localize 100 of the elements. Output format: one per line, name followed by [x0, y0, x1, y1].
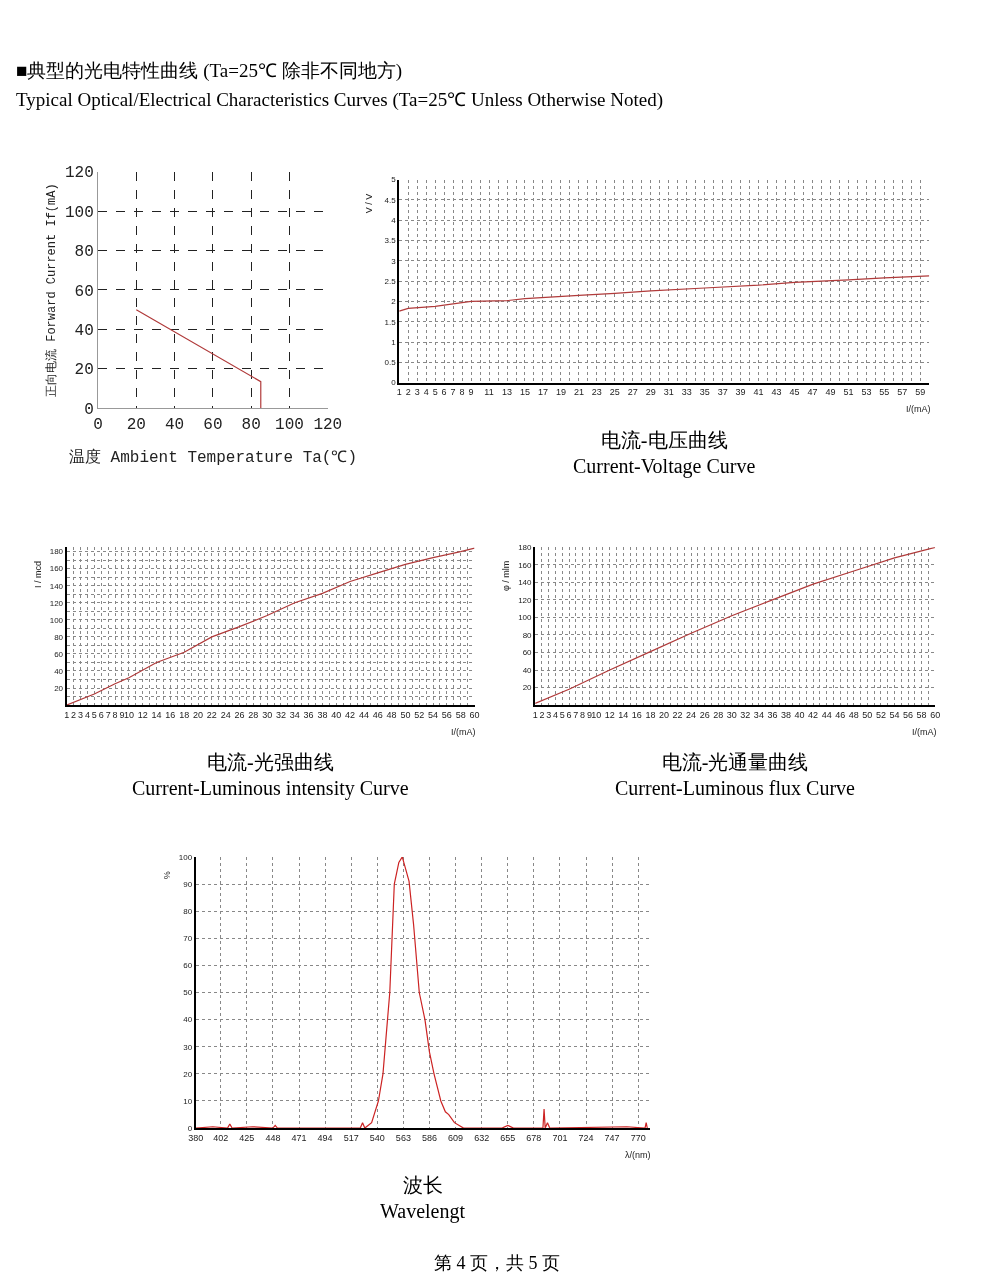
- x-tick-label: 14: [618, 709, 629, 720]
- line-series: [399, 275, 930, 312]
- x-tick-label: 7: [573, 709, 579, 720]
- x-tick-label: 52: [414, 709, 425, 720]
- x-tick-label: 655: [500, 1132, 516, 1143]
- y-tick-label: 3: [391, 256, 397, 266]
- x-tick-label: 28: [713, 709, 724, 720]
- x-tick-label: 60: [469, 709, 480, 720]
- y-tick-label: 160: [49, 564, 64, 574]
- x-tick-label: 12: [604, 709, 615, 720]
- x-tick-label: 46: [372, 709, 383, 720]
- x-tick-label: 4: [552, 709, 558, 720]
- x-tick-label: 42: [808, 709, 819, 720]
- x-tick-label: 4: [423, 387, 429, 398]
- y-tick-label: 60: [183, 961, 193, 971]
- x-tick-label: 17: [537, 387, 548, 398]
- y-tick-label: 20: [183, 1069, 193, 1079]
- x-tick-label: 747: [604, 1132, 620, 1143]
- x-tick-label: 32: [740, 709, 751, 720]
- x-tick-label: 5: [432, 387, 438, 398]
- line-series: [535, 547, 936, 704]
- x-tick-label: 32: [275, 709, 286, 720]
- x-tick-label: 40: [794, 709, 805, 720]
- x-tick-label: 380: [188, 1132, 204, 1143]
- x-tick-label: 27: [627, 387, 638, 398]
- y-tick-label: 30: [183, 1042, 193, 1052]
- x-tick-label: 50: [400, 709, 411, 720]
- x-tick-label: 42: [345, 709, 356, 720]
- x-tick-label: 770: [630, 1132, 646, 1143]
- y-tick-label: 2: [391, 297, 397, 307]
- y-tick-label: 40: [54, 666, 64, 676]
- x-tick-label: 5: [559, 709, 565, 720]
- x-tick-label: 53: [861, 387, 872, 398]
- y-tick-label: 180: [49, 547, 64, 557]
- x-tick-label: 36: [303, 709, 314, 720]
- x-tick-label: 632: [474, 1132, 490, 1143]
- x-tick-label: 54: [889, 709, 900, 720]
- x-tick-label: 60: [203, 415, 223, 434]
- y-tick-label: 120: [518, 595, 533, 605]
- y-tick-label: 40: [74, 322, 94, 341]
- x-tick-label: 7: [450, 387, 456, 398]
- x-tick-label: 38: [780, 709, 791, 720]
- x-tick-label: 3: [414, 387, 420, 398]
- x-tick-label: 38: [317, 709, 328, 720]
- x-tick-label: 8: [459, 387, 465, 398]
- y-tick-label: 20: [74, 361, 94, 380]
- x-tick-label: 57: [897, 387, 908, 398]
- y-tick-label: 2.5: [384, 276, 397, 286]
- x-tick-label: 9: [468, 387, 474, 398]
- x-tick-label: 8: [580, 709, 586, 720]
- x-tick-label: 14: [151, 709, 162, 720]
- x-tick-label: 10: [123, 709, 134, 720]
- text: ■典型的光电特性曲线 (Ta=25℃ 除非不同地方): [16, 60, 403, 82]
- x-tick-label: 37: [717, 387, 728, 398]
- y-tick-label: 20: [54, 683, 64, 693]
- x-axis-title: λ/(nm): [625, 1150, 651, 1160]
- y-tick-label: 100: [518, 613, 533, 623]
- text: 第 4 页，共 5 页: [434, 1253, 560, 1273]
- x-tick-label: 13: [502, 387, 513, 398]
- x-tick-label: 33: [681, 387, 692, 398]
- x-tick-label: 100: [275, 415, 304, 434]
- y-tick-label: 0: [187, 1123, 193, 1133]
- x-tick-label: 9: [119, 709, 125, 720]
- x-tick-label: 448: [265, 1132, 281, 1143]
- x-axis-title: I/(mA): [451, 727, 476, 737]
- y-tick-label: 60: [522, 648, 533, 658]
- x-tick-label: 24: [220, 709, 231, 720]
- y-tick-label: 80: [522, 630, 533, 640]
- x-tick-label: 678: [526, 1132, 542, 1143]
- x-tick-label: 52: [875, 709, 886, 720]
- text: 电流-电压曲线 Current-Voltage Curve: [573, 429, 756, 478]
- y-tick-label: 80: [183, 906, 193, 916]
- x-tick-label: 54: [428, 709, 439, 720]
- x-tick-label: 36: [767, 709, 778, 720]
- text: 电流-光强曲线 Current-Luminous intensity Curve: [132, 751, 409, 800]
- x-tick-label: 9: [586, 709, 592, 720]
- x-tick-label: 20: [658, 709, 669, 720]
- x-tick-label: 34: [289, 709, 300, 720]
- y-tick-label: 80: [54, 632, 64, 642]
- x-tick-label: 18: [179, 709, 190, 720]
- y-axis-title: I / mcd: [32, 560, 43, 589]
- x-tick-label: 20: [126, 415, 146, 434]
- x-tick-label: 402: [213, 1132, 229, 1143]
- y-tick-label: 180: [518, 543, 533, 553]
- x-tick-label: 11: [484, 387, 494, 398]
- y-axis-title: 正向电流 Forward Current If(mA): [44, 183, 60, 397]
- y-tick-label: 40: [522, 665, 533, 675]
- x-tick-label: 48: [386, 709, 397, 720]
- y-tick-label: 0: [391, 378, 397, 388]
- x-tick-label: 18: [645, 709, 656, 720]
- x-tick-label: 58: [455, 709, 466, 720]
- x-tick-label: 44: [358, 709, 369, 720]
- x-tick-label: 701: [552, 1132, 568, 1143]
- x-tick-label: 56: [441, 709, 452, 720]
- y-tick-label: 120: [64, 164, 94, 183]
- x-tick-label: 16: [165, 709, 176, 720]
- x-tick-label: 26: [234, 709, 245, 720]
- x-tick-label: 30: [726, 709, 737, 720]
- x-tick-label: 28: [248, 709, 259, 720]
- y-tick-label: 10: [183, 1096, 193, 1106]
